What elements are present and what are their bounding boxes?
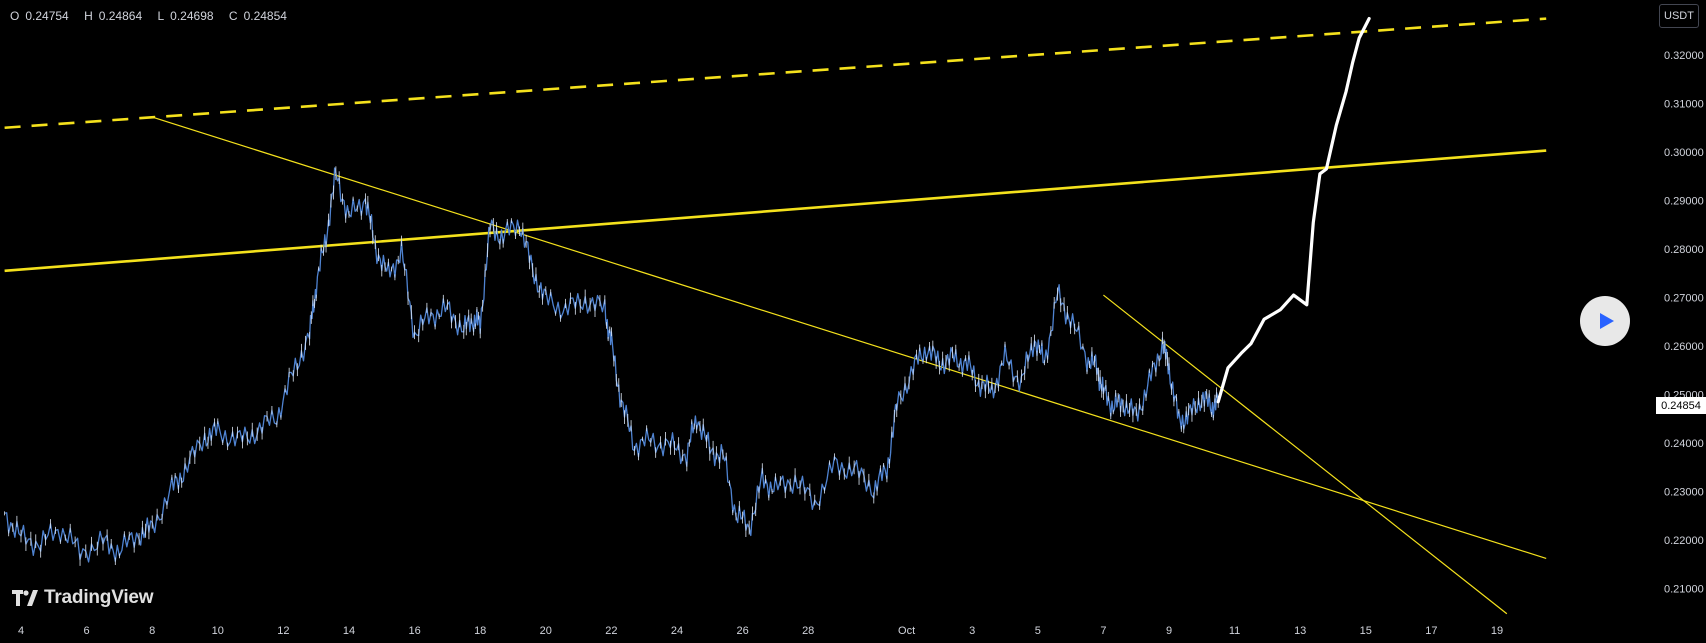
time-tick-label: 24	[671, 625, 683, 637]
time-tick-label: 9	[1166, 625, 1172, 637]
time-tick-label: 10	[212, 625, 224, 637]
ohlc-close: C 0.24854	[228, 9, 287, 23]
time-tick-label: 7	[1100, 625, 1106, 637]
time-tick-label: Oct	[898, 625, 915, 637]
tradingview-logo-icon	[12, 590, 38, 606]
trendline-upper-channel-dashed	[4, 17, 1547, 130]
price-tick-label: 0.31000	[1664, 99, 1704, 111]
time-tick-label: 5	[1035, 625, 1041, 637]
currency-label: USDT	[1664, 10, 1694, 22]
last-price-label: 0.24854	[1656, 397, 1706, 414]
play-icon	[1599, 313, 1614, 329]
price-tick-label: 0.28000	[1664, 244, 1704, 256]
projection-path	[1216, 17, 1371, 404]
price-tick-label: 0.29000	[1664, 196, 1704, 208]
ohlc-open: O 0.24754	[10, 9, 69, 23]
time-tick-label: 6	[84, 625, 90, 637]
ohlc-legend: O 0.24754 H 0.24864 L 0.24698 C 0.24854	[10, 9, 299, 23]
price-tick-label: 0.22000	[1664, 535, 1704, 547]
ohlc-low: L 0.24698	[157, 9, 214, 23]
time-tick-label: 3	[969, 625, 975, 637]
time-tick-label: 19	[1491, 625, 1503, 637]
time-tick-label: 13	[1294, 625, 1306, 637]
price-tick-label: 0.26000	[1664, 341, 1704, 353]
last-price-value: 0.24854	[1661, 399, 1701, 412]
time-tick-label: 8	[149, 625, 155, 637]
ohlc-high: H 0.24864	[84, 9, 143, 23]
watermark-text: TradingView	[44, 587, 154, 608]
time-tick-label: 26	[736, 625, 748, 637]
play-button[interactable]	[1580, 296, 1630, 346]
currency-selector-button[interactable]: USDT	[1659, 4, 1699, 28]
time-tick-label: 17	[1425, 625, 1437, 637]
price-tick-label: 0.21000	[1664, 584, 1704, 596]
time-tick-label: 16	[408, 625, 420, 637]
price-tick-label: 0.27000	[1664, 293, 1704, 305]
time-tick-label: 14	[343, 625, 355, 637]
price-tick-label: 0.32000	[1664, 50, 1704, 62]
price-tick-label: 0.24000	[1664, 438, 1704, 450]
time-tick-label: 12	[277, 625, 289, 637]
time-tick-label: 22	[605, 625, 617, 637]
price-series-line	[4, 167, 1219, 563]
time-tick-label: 20	[540, 625, 552, 637]
tradingview-watermark: TradingView	[12, 587, 154, 609]
price-tick-label: 0.23000	[1664, 487, 1704, 499]
time-tick-label: 4	[18, 625, 24, 637]
price-tick-label: 0.30000	[1664, 147, 1704, 159]
time-tick-label: 18	[474, 625, 486, 637]
time-tick-label: 28	[802, 625, 814, 637]
time-tick-label: 15	[1360, 625, 1372, 637]
trendline-long-descending-support	[152, 116, 1547, 560]
trendline-horizontal-resistance	[4, 149, 1547, 273]
trendline-falling-wedge-top	[1103, 294, 1508, 615]
time-tick-label: 11	[1229, 625, 1240, 637]
